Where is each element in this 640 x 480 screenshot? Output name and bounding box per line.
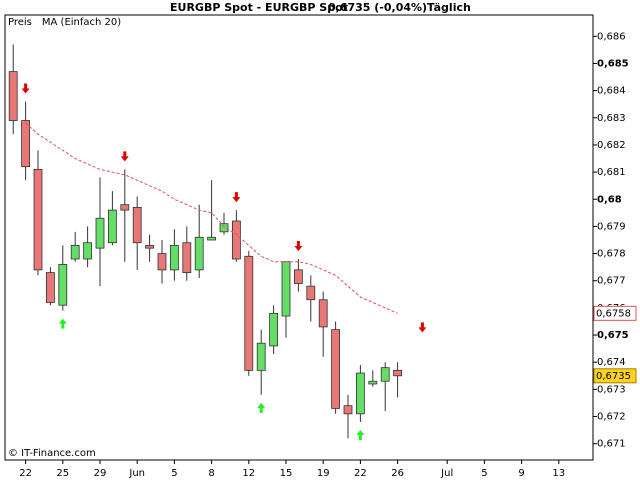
candle-body — [83, 242, 92, 260]
candle-body — [8, 71, 18, 121]
candle-body — [70, 245, 80, 260]
x-tick-label: 26 — [391, 468, 404, 479]
candle-body — [281, 261, 291, 317]
y-tick-label: 0,685 — [597, 58, 629, 69]
candle-body — [244, 255, 254, 371]
y-tick-label: 0,684 — [597, 86, 626, 97]
x-tick-label: 9 — [518, 468, 524, 479]
y-tick-label: 0,683 — [597, 113, 626, 124]
x-tick-label: 19 — [317, 468, 330, 479]
candle-body — [219, 223, 229, 233]
y-tick-label: 0,674 — [597, 357, 626, 368]
signal-arrow — [257, 402, 266, 413]
y-tick-label: 0,671 — [597, 439, 626, 450]
y-tick-label: 0,679 — [597, 221, 626, 232]
candle-body — [380, 367, 390, 382]
candle-body — [269, 312, 279, 347]
candle-body — [58, 264, 68, 306]
y-tick-label: 0,681 — [597, 167, 626, 178]
candle-body — [169, 245, 179, 271]
x-tick-label: 5 — [481, 468, 487, 479]
x-tick-label: Jul — [440, 468, 453, 479]
y-tick-label: 0,678 — [597, 249, 626, 260]
price-label-box — [593, 305, 637, 321]
candle-body — [331, 329, 341, 409]
quote: 0,6735 (-0,04%) — [328, 1, 427, 14]
x-tick-label: 5 — [171, 468, 177, 479]
x-tick-label: Jun — [128, 468, 145, 479]
y-tick-label: 0,675 — [597, 330, 629, 341]
candle-body — [157, 253, 167, 271]
plot-frame — [4, 14, 594, 461]
candle-body — [368, 380, 378, 385]
candle-body — [207, 236, 217, 241]
candle-body — [95, 217, 105, 249]
y-tick-label: 0,673 — [597, 384, 626, 395]
candle-body — [306, 285, 316, 301]
footer: © IT-Finance.com — [8, 448, 96, 459]
period: Täglich — [427, 1, 471, 14]
price-label-box — [593, 368, 637, 384]
candle-body — [343, 405, 353, 415]
candle-body — [194, 236, 204, 271]
candle-body — [33, 168, 43, 271]
y-tick-label: 0,686 — [597, 31, 626, 42]
candle-body — [256, 342, 266, 371]
signal-arrow — [294, 241, 303, 252]
x-tick-label: 12 — [242, 468, 255, 479]
x-tick-label: 15 — [280, 468, 293, 479]
candle-body — [231, 220, 241, 260]
signal-arrow — [232, 192, 241, 203]
candle-body — [393, 369, 403, 377]
price-label: 0,6758 — [596, 308, 631, 319]
signal-arrow — [418, 322, 427, 333]
candle-body — [355, 372, 365, 415]
signal-arrow — [120, 151, 129, 162]
candle-body — [132, 207, 142, 244]
candle-body — [182, 242, 192, 273]
signal-arrow — [58, 318, 67, 329]
chart-title: EURGBP Spot - EURGBP Spot — [170, 1, 348, 14]
x-tick-label: 8 — [208, 468, 214, 479]
x-tick-label: 13 — [552, 468, 565, 479]
legend-entry: Preis — [8, 17, 32, 28]
y-tick-label: 0,677 — [597, 276, 626, 287]
y-tick-label: 0,68 — [597, 194, 622, 205]
signal-arrow — [356, 429, 365, 440]
moving-average — [25, 122, 398, 314]
x-tick-label: 25 — [56, 468, 69, 479]
x-tick-label: 22 — [19, 468, 32, 479]
x-tick-label: 29 — [94, 468, 107, 479]
signal-arrow — [21, 83, 30, 94]
candle-body — [120, 204, 130, 211]
y-tick-label: 0,672 — [597, 412, 626, 423]
candle-body — [21, 120, 31, 168]
legend-entry: MA (Einfach 20) — [42, 17, 121, 28]
candle-body — [46, 272, 55, 303]
candle-body — [293, 269, 303, 284]
candle-body — [318, 299, 328, 328]
price-label: 0,6735 — [596, 371, 631, 382]
candle-body — [108, 209, 117, 244]
x-tick-label: 22 — [354, 468, 367, 479]
y-tick-label: 0,682 — [597, 140, 626, 151]
candle-body — [145, 245, 155, 249]
